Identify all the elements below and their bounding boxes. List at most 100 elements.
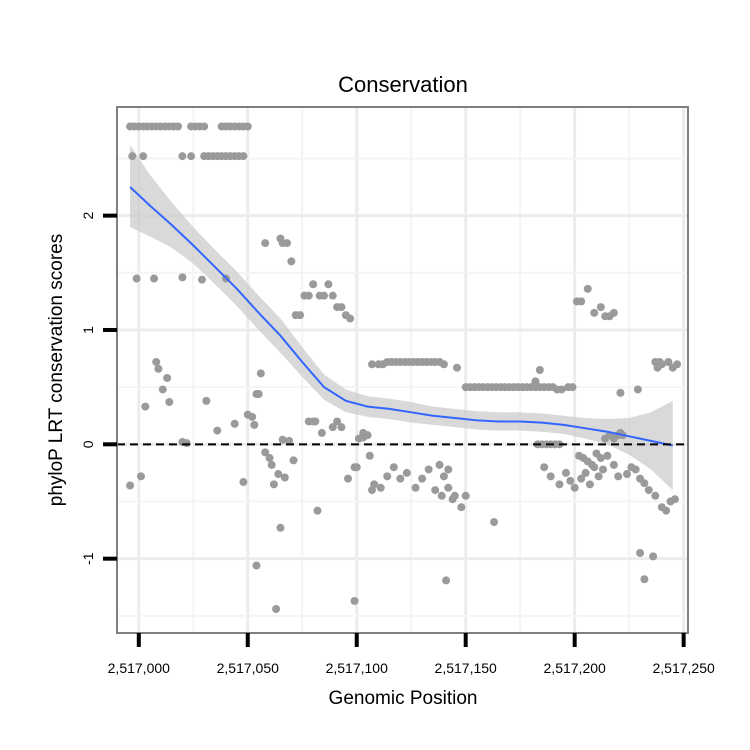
y-tick-label: 1 <box>80 326 96 334</box>
data-point <box>136 472 145 481</box>
data-point <box>178 273 187 282</box>
confidence-band <box>130 144 673 491</box>
data-point <box>239 478 248 487</box>
data-point <box>337 303 346 312</box>
data-point <box>640 575 649 584</box>
data-point <box>328 423 337 432</box>
data-point <box>346 314 355 323</box>
loess-fit-line <box>129 186 673 447</box>
data-point <box>437 491 446 500</box>
data-point <box>424 465 433 474</box>
data-point <box>609 460 618 469</box>
data-point <box>583 284 592 293</box>
data-point <box>328 291 337 300</box>
data-point <box>546 472 555 481</box>
data-point <box>649 552 658 561</box>
data-point <box>304 291 313 300</box>
data-point <box>596 303 605 312</box>
data-point <box>673 360 682 369</box>
data-point <box>577 297 586 306</box>
data-point <box>566 476 575 485</box>
data-point <box>568 383 577 392</box>
data-point <box>616 388 625 397</box>
data-point <box>333 417 342 426</box>
data-point <box>651 491 660 500</box>
data-point <box>590 308 599 317</box>
loess-line-layer <box>129 186 673 447</box>
data-point <box>254 390 263 399</box>
data-point <box>376 483 385 492</box>
data-point <box>439 360 448 369</box>
data-point <box>317 428 326 437</box>
data-point <box>126 481 135 490</box>
grid-lines <box>117 107 688 633</box>
data-point <box>197 275 206 284</box>
x-axis-title: Genomic Position <box>329 688 478 709</box>
y-tick-label: 2 <box>80 212 96 220</box>
data-point <box>230 419 239 428</box>
data-point <box>256 369 265 378</box>
data-point <box>535 366 544 374</box>
data-point <box>402 468 411 477</box>
data-point <box>165 398 174 407</box>
data-point <box>359 428 368 437</box>
data-point <box>152 357 161 366</box>
data-point <box>285 436 294 445</box>
data-point <box>614 472 623 481</box>
data-point <box>370 480 379 489</box>
data-point <box>280 473 289 482</box>
data-point <box>664 357 673 366</box>
data-point <box>139 152 148 161</box>
y-axis: -1 0 1 2 <box>80 212 117 565</box>
data-point <box>187 152 196 161</box>
data-point <box>154 364 163 373</box>
data-point <box>265 454 274 463</box>
plot-panel-border <box>116 106 689 634</box>
data-point <box>622 470 631 479</box>
data-point <box>444 465 453 474</box>
data-point <box>490 518 499 527</box>
data-point <box>461 491 470 500</box>
data-point <box>396 474 405 483</box>
data-point <box>174 122 183 131</box>
data-point <box>609 434 618 443</box>
data-point <box>442 576 451 585</box>
data-point <box>439 472 448 481</box>
data-point <box>250 420 259 429</box>
data-point <box>444 483 453 492</box>
confidence-band-layer <box>130 144 673 491</box>
data-point <box>435 460 444 469</box>
data-points-layer <box>126 122 682 613</box>
x-tick-label: 2,517,100 <box>326 660 388 676</box>
data-point <box>581 468 590 477</box>
data-point <box>599 465 608 474</box>
data-point <box>577 474 586 483</box>
data-point <box>452 363 461 372</box>
data-point <box>128 152 137 161</box>
data-point <box>555 480 564 489</box>
data-point <box>557 385 566 394</box>
data-point <box>367 360 376 369</box>
y-tick-label: -1 <box>80 552 96 565</box>
data-point <box>670 495 679 504</box>
data-point <box>655 357 664 366</box>
data-point <box>644 486 653 495</box>
data-point <box>344 474 353 483</box>
data-point <box>531 377 540 386</box>
data-point <box>200 122 209 131</box>
data-point <box>274 470 283 479</box>
data-point <box>289 456 298 465</box>
y-tick-label: 0 <box>80 440 96 448</box>
data-point <box>324 280 333 289</box>
data-point <box>411 483 420 492</box>
x-tick-label: 2,517,200 <box>544 660 606 676</box>
data-point <box>313 506 322 515</box>
data-point <box>269 480 278 489</box>
data-point <box>633 385 642 394</box>
data-point <box>267 460 276 469</box>
data-point <box>596 454 605 463</box>
data-point <box>609 308 618 317</box>
data-point <box>457 503 466 512</box>
x-tick-label: 2,517,150 <box>435 660 497 676</box>
data-point <box>320 291 329 300</box>
